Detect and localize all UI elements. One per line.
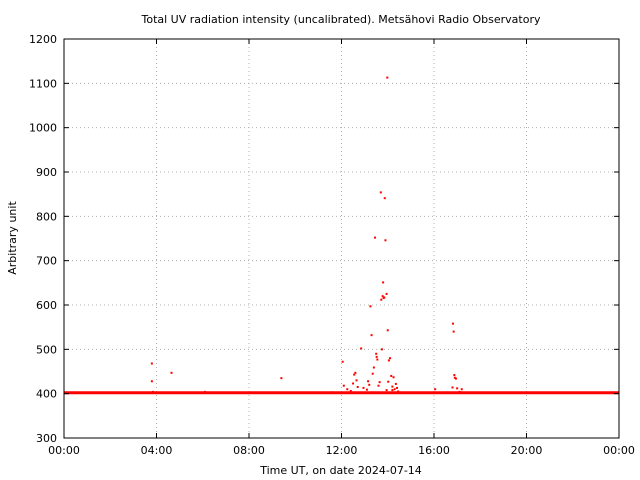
data-point — [379, 191, 382, 194]
data-point — [460, 388, 463, 391]
x-tick-label: 04:00 — [141, 444, 173, 457]
y-tick-label: 400 — [36, 388, 57, 401]
data-point — [331, 391, 334, 394]
data-point — [391, 389, 394, 392]
data-point — [452, 330, 455, 333]
data-point — [396, 386, 398, 389]
data-point — [376, 358, 379, 361]
data-point — [204, 390, 207, 393]
data-point — [393, 388, 396, 391]
data-point — [456, 387, 459, 390]
data-point — [375, 352, 378, 355]
y-tick-label: 1000 — [29, 122, 57, 135]
data-point — [150, 380, 153, 383]
data-point — [378, 381, 381, 384]
data-point — [454, 377, 457, 380]
data-point — [352, 382, 355, 385]
y-tick-label: 500 — [36, 343, 57, 356]
data-point — [386, 329, 389, 332]
data-point — [150, 362, 153, 365]
data-point — [451, 322, 454, 325]
data-point — [346, 388, 349, 391]
data-point — [170, 371, 173, 374]
data-point — [382, 281, 385, 284]
data-point — [369, 305, 372, 308]
data-point — [377, 384, 380, 387]
data-point — [354, 371, 357, 374]
x-axis-title: Time UT, on date 2024-07-14 — [259, 464, 422, 477]
data-point — [362, 386, 365, 389]
x-tick-label: 12:00 — [326, 444, 358, 457]
data-point — [356, 386, 359, 389]
data-point — [453, 376, 456, 379]
data-point — [383, 296, 386, 299]
data-point — [349, 390, 352, 393]
y-tick-label: 800 — [36, 210, 57, 223]
y-tick-label: 300 — [36, 432, 57, 445]
y-tick-label: 600 — [36, 299, 57, 312]
data-point — [370, 334, 373, 337]
data-point — [368, 383, 371, 386]
data-point — [285, 391, 287, 394]
data-point — [380, 298, 383, 301]
data-point — [380, 348, 383, 351]
data-point — [458, 390, 461, 393]
data-point — [371, 372, 374, 375]
y-axis-title: Arbitrary unit — [6, 201, 19, 275]
data-point — [341, 360, 344, 363]
data-point — [391, 385, 394, 388]
data-point — [394, 382, 397, 385]
chart-title: Total UV radiation intensity (uncalibrat… — [141, 13, 541, 26]
y-tick-label: 1200 — [29, 33, 57, 46]
y-tick-label: 700 — [36, 255, 57, 268]
data-point — [387, 380, 390, 383]
y-tick-label: 1100 — [29, 77, 57, 90]
x-tick-label: 20:00 — [511, 444, 543, 457]
data-point — [381, 295, 384, 298]
data-point — [372, 366, 375, 369]
data-point — [387, 359, 390, 362]
data-point — [392, 376, 395, 379]
data-point — [342, 384, 345, 387]
data-point — [453, 374, 456, 377]
data-point — [397, 390, 400, 393]
data-point — [367, 380, 370, 383]
data-point — [434, 388, 437, 391]
data-point — [386, 76, 389, 79]
x-tick-label: 08:00 — [233, 444, 265, 457]
x-tick-label: 00:00 — [603, 444, 635, 457]
data-point — [152, 390, 155, 393]
data-point — [451, 386, 454, 389]
data-point — [375, 355, 378, 358]
x-tick-label: 16:00 — [418, 444, 450, 457]
data-point — [384, 239, 387, 242]
x-tick-label: 00:00 — [48, 444, 80, 457]
data-point — [390, 374, 393, 377]
data-point — [385, 292, 388, 295]
data-point — [389, 357, 392, 360]
data-points — [150, 76, 463, 394]
y-tick-label: 900 — [36, 166, 57, 179]
axis-ticks: 00:00 04:00 08:00 12:00 16:00 20:00 00:0030040… — [29, 33, 635, 457]
data-point — [365, 388, 368, 391]
data-point — [383, 197, 386, 200]
data-point — [355, 379, 358, 382]
data-point — [353, 373, 356, 376]
data-point — [374, 236, 377, 239]
data-point — [280, 377, 283, 380]
data-point — [360, 347, 363, 350]
data-point — [385, 389, 388, 392]
